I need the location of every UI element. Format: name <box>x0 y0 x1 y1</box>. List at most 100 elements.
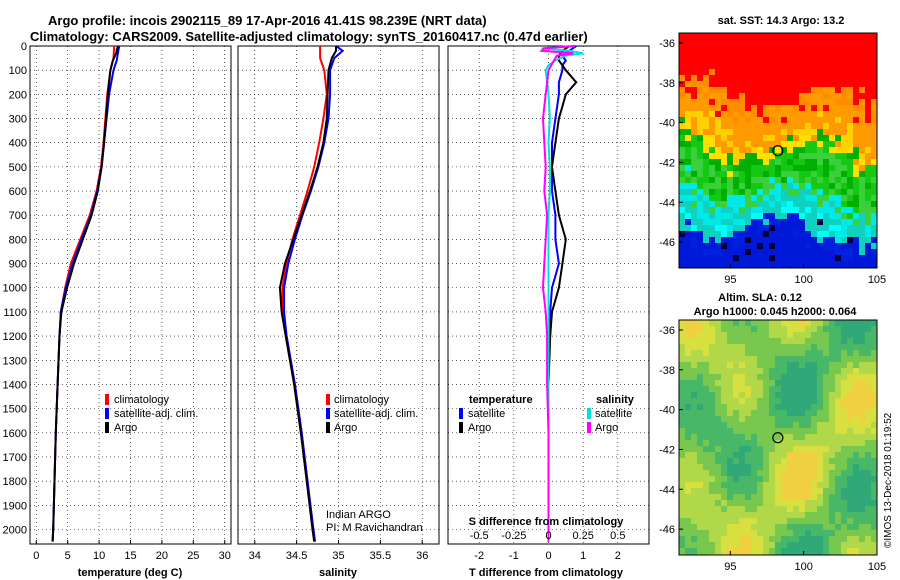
map-cell <box>823 386 829 392</box>
map-cell <box>817 237 823 243</box>
map-cell <box>787 380 793 386</box>
map-cell <box>751 177 757 183</box>
map-cell <box>679 500 685 506</box>
map-cell <box>679 75 685 81</box>
map-cell <box>805 171 811 177</box>
map-cell <box>697 440 703 446</box>
map-cell <box>763 524 769 530</box>
map-cell <box>799 57 805 63</box>
map-cell <box>853 141 859 147</box>
map-cell <box>709 93 715 99</box>
map-cell <box>865 512 871 518</box>
map-cell <box>769 261 775 267</box>
map-cell <box>709 548 715 554</box>
map-cell <box>823 392 829 398</box>
map-cell <box>733 141 739 147</box>
map-cell <box>793 476 799 482</box>
map-cell <box>733 440 739 446</box>
map-cell <box>847 458 853 464</box>
map-cell <box>841 225 847 231</box>
map-cell <box>817 548 823 554</box>
map-cell <box>703 434 709 440</box>
map-cell <box>829 45 835 51</box>
map-cell <box>817 129 823 135</box>
map-cell <box>835 159 841 165</box>
lat-tick-label: -36 <box>659 325 675 337</box>
map-cell <box>685 464 691 470</box>
map-cell <box>817 51 823 57</box>
map-cell <box>799 518 805 524</box>
map-cell <box>751 476 757 482</box>
map-cell <box>805 153 811 159</box>
map-cell <box>871 422 877 428</box>
map-cell <box>697 518 703 524</box>
map-cell <box>691 153 697 159</box>
map-cell <box>829 356 835 362</box>
map-cell <box>685 183 691 189</box>
map-cell <box>733 87 739 93</box>
map-cell <box>787 362 793 368</box>
map-cell <box>805 225 811 231</box>
map-cell <box>685 350 691 356</box>
map-cell <box>853 458 859 464</box>
map-cell <box>805 422 811 428</box>
map-cell <box>721 69 727 75</box>
map-cell <box>739 392 745 398</box>
map-cell <box>781 213 787 219</box>
map-cell <box>763 159 769 165</box>
map-cell <box>745 380 751 386</box>
map-cell <box>787 81 793 87</box>
map-cell <box>721 219 727 225</box>
map-cell <box>709 255 715 261</box>
map-cell <box>691 356 697 362</box>
map-cell <box>799 416 805 422</box>
map-cell <box>721 231 727 237</box>
map-cell <box>823 398 829 404</box>
x-tick-label: 35 <box>332 550 344 562</box>
map-cell <box>781 33 787 39</box>
map-cell <box>751 57 757 63</box>
map-cell <box>781 482 787 488</box>
map-cell <box>799 195 805 201</box>
map-cell <box>805 201 811 207</box>
map-cell <box>793 332 799 338</box>
map-cell <box>751 147 757 153</box>
map-cell <box>715 350 721 356</box>
map-cell <box>709 153 715 159</box>
legend-satellite-adj: satellite-adj. clim. <box>334 408 418 420</box>
map-cell <box>691 452 697 458</box>
map-cell <box>715 45 721 51</box>
map-cell <box>757 99 763 105</box>
map-cell <box>757 165 763 171</box>
depth-tick-label: 0 <box>21 41 27 53</box>
map-cell <box>733 237 739 243</box>
map-cell <box>799 410 805 416</box>
map-cell <box>751 255 757 261</box>
map-cell <box>709 207 715 213</box>
map-cell <box>715 500 721 506</box>
map-cell <box>703 213 709 219</box>
map-cell <box>709 500 715 506</box>
map-cell <box>757 434 763 440</box>
map-cell <box>727 207 733 213</box>
map-cell <box>739 105 745 111</box>
map-cell <box>709 63 715 69</box>
map-cell <box>685 506 691 512</box>
depth-tick-label: 2000 <box>3 524 27 536</box>
map-cell <box>805 63 811 69</box>
map-cell <box>871 446 877 452</box>
map-cell <box>727 57 733 63</box>
map-cell <box>817 183 823 189</box>
map-cell <box>841 404 847 410</box>
map-cell <box>775 45 781 51</box>
map-cell <box>691 320 697 326</box>
map-cell <box>847 506 853 512</box>
map-cell <box>751 428 757 434</box>
map-cell <box>703 404 709 410</box>
map-cell <box>799 380 805 386</box>
sla-heatmap-cells <box>679 320 877 555</box>
map-cell <box>775 332 781 338</box>
map-cell <box>697 476 703 482</box>
map-cell <box>865 494 871 500</box>
map-cell <box>787 392 793 398</box>
